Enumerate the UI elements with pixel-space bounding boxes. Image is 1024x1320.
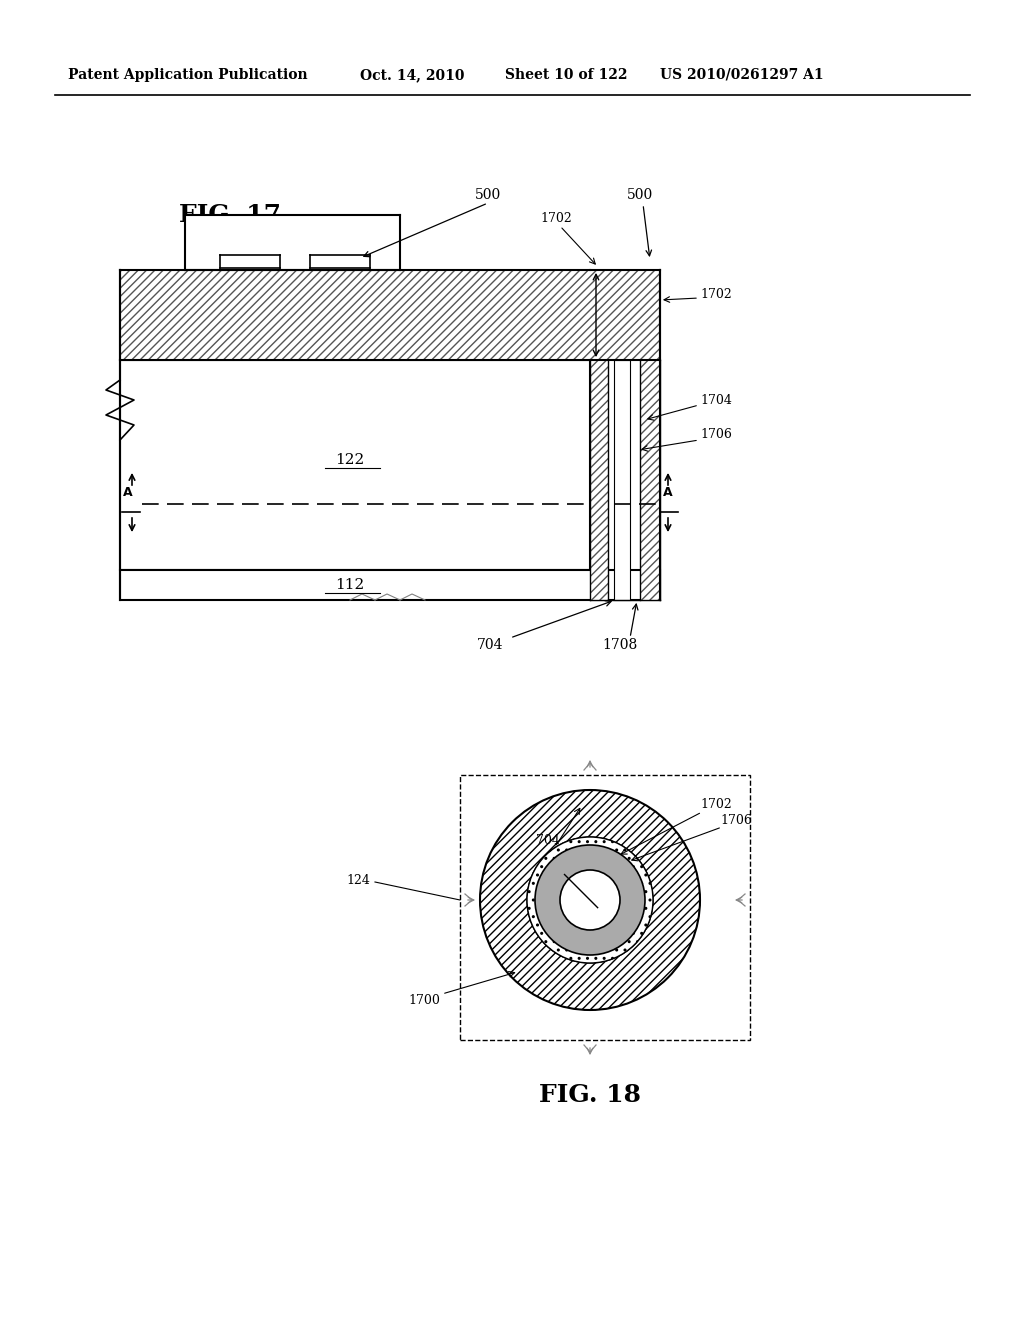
Text: 124: 124 — [346, 874, 370, 887]
Bar — [185, 215, 400, 271]
Text: 1702: 1702 — [700, 799, 732, 812]
Bar — [120, 271, 590, 360]
Circle shape — [527, 837, 653, 964]
Bar — [120, 570, 660, 601]
Text: 1702: 1702 — [700, 289, 732, 301]
Text: 1700: 1700 — [409, 994, 440, 1006]
Bar — [460, 775, 750, 1040]
Text: US 2010/0261297 A1: US 2010/0261297 A1 — [660, 69, 823, 82]
Text: 122: 122 — [336, 453, 365, 467]
Text: 1704: 1704 — [700, 393, 732, 407]
Bar — [590, 360, 608, 601]
Text: A: A — [123, 486, 133, 499]
Text: 112: 112 — [336, 578, 365, 591]
Text: Oct. 14, 2010: Oct. 14, 2010 — [360, 69, 465, 82]
Bar — [614, 360, 630, 601]
Text: 704: 704 — [477, 638, 503, 652]
Text: 1706: 1706 — [720, 813, 752, 826]
Text: Sheet 10 of 122: Sheet 10 of 122 — [505, 69, 628, 82]
Text: Patent Application Publication: Patent Application Publication — [68, 69, 307, 82]
Text: 1706: 1706 — [700, 429, 732, 441]
Text: FIG. 18: FIG. 18 — [539, 1082, 641, 1107]
Text: 1702: 1702 — [540, 211, 571, 224]
Text: 500: 500 — [475, 187, 501, 202]
Circle shape — [560, 870, 620, 931]
Bar — [590, 271, 660, 360]
Bar — [640, 360, 660, 601]
Circle shape — [535, 845, 645, 954]
Text: 704: 704 — [536, 833, 560, 846]
Text: 1708: 1708 — [602, 638, 638, 652]
Bar — [120, 360, 590, 570]
Text: 500: 500 — [627, 187, 653, 202]
Text: A: A — [664, 486, 673, 499]
Circle shape — [527, 837, 653, 964]
Text: FIG. 17: FIG. 17 — [179, 203, 281, 227]
Circle shape — [480, 789, 700, 1010]
